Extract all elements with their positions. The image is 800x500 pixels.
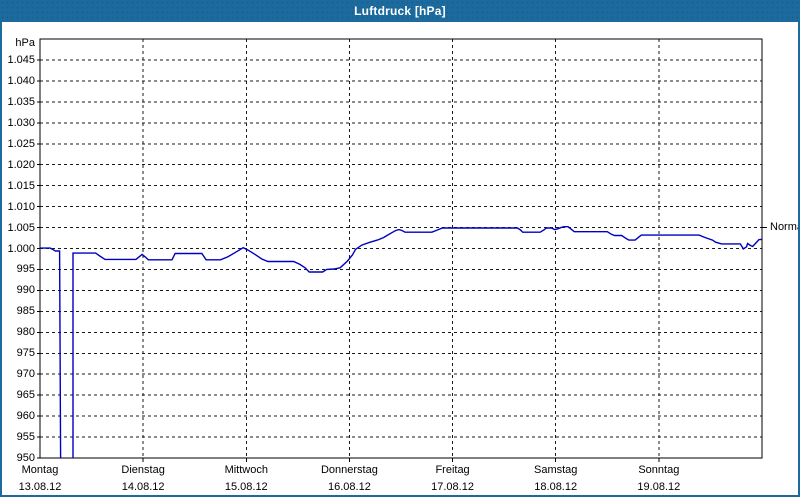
y-tick-label: 980: [16, 326, 35, 339]
y-tick-label: 1.015: [7, 179, 35, 192]
day-name-label: Freitag: [435, 464, 470, 476]
y-tick-label: 1.025: [7, 137, 35, 150]
day-name-label: Sonntag: [638, 464, 680, 476]
normal-marker-label: Normal: [770, 220, 798, 233]
day-name-label: Donnerstag: [320, 464, 378, 476]
day-date-label: 13.08.12: [18, 481, 62, 493]
y-tick-label: 950: [16, 452, 35, 464]
y-tick-label: 1.005: [7, 221, 35, 234]
day-name-label: Montag: [21, 464, 59, 476]
day-date-label: 16.08.12: [328, 481, 371, 493]
pressure-line: [72, 225, 763, 458]
y-tick-label: 985: [16, 305, 35, 318]
y-tick-label: 995: [16, 263, 35, 276]
y-tick-label: 1.035: [7, 95, 35, 108]
title-bar: Luftdruck [hPa]: [2, 0, 798, 22]
y-tick-label: 1.030: [7, 116, 35, 129]
chart-area: hPa 1.045 1.040 1.035 1.030 1.025 1.020 1.015 1…: [2, 22, 798, 495]
day-date-label: 14.08.12: [121, 481, 165, 493]
window-title: Luftdruck [hPa]: [354, 4, 446, 18]
pressure-line: [40, 247, 62, 459]
day-name-label: Dienstag: [121, 464, 165, 476]
y-tick-label: 970: [16, 368, 35, 381]
day-name-label: Mittwoch: [224, 464, 268, 476]
y-tick-label: 960: [16, 410, 35, 423]
pressure-chart: [37, 38, 767, 462]
day-date-label: 18.08.12: [534, 481, 578, 493]
day-date-label: 17.08.12: [431, 481, 474, 493]
y-tick-label: 965: [16, 389, 35, 402]
y-tick-label: 1.000: [7, 242, 35, 255]
y-tick-label: 955: [16, 431, 35, 444]
y-tick-label: 975: [16, 347, 35, 360]
y-tick-label: 1.020: [7, 158, 35, 171]
y-tick-label: 1.040: [7, 74, 35, 87]
day-date-label: 19.08.12: [637, 481, 681, 493]
y-axis-unit-label: hPa: [15, 37, 35, 49]
day-date-label: 15.08.12: [224, 481, 268, 493]
y-tick-label: 990: [16, 284, 35, 297]
day-name-label: Samstag: [533, 464, 578, 476]
y-tick-label: 1.010: [7, 200, 35, 213]
y-tick-label: 1.045: [7, 53, 35, 66]
